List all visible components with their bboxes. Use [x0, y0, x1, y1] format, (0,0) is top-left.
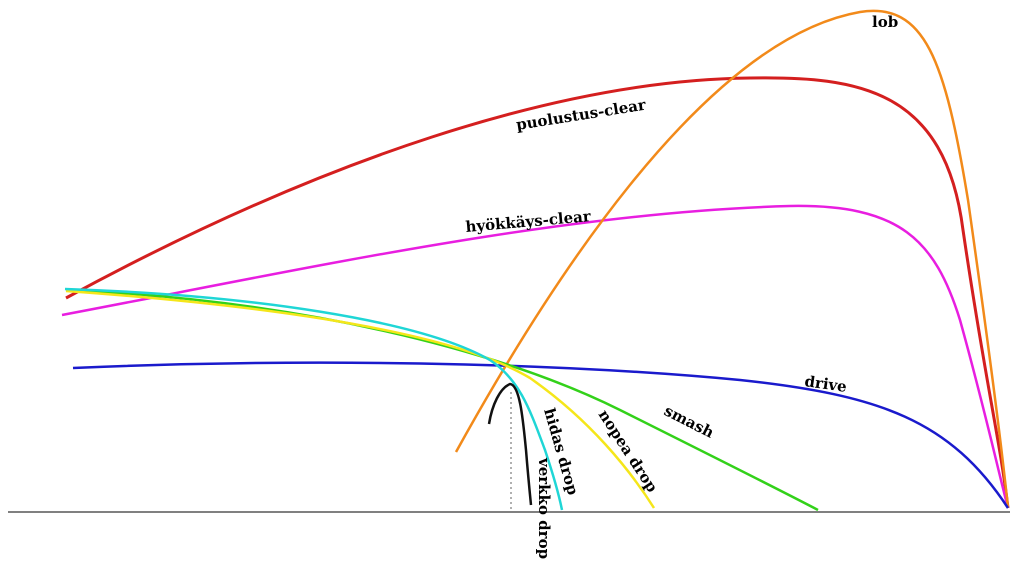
smash-curve [65, 288, 819, 512]
hyokkays-clear-label: hyökkäys-clear [465, 207, 593, 236]
hyokkays-clear-curve [61, 204, 1010, 509]
verkko-drop-curve [487, 382, 533, 506]
verkko-drop-label: verkko drop [535, 457, 553, 559]
puolustus-clear-curve [65, 76, 1010, 509]
drive-label: drive [803, 372, 847, 396]
puolustus-clear-label: puolustus-clear [515, 96, 648, 134]
nopea-drop-label: nopea drop [595, 406, 662, 495]
lob-curve [454, 9, 1010, 509]
drive-curve [72, 361, 1010, 509]
lob-label: lob [872, 13, 898, 31]
hidas-drop-curve [64, 287, 564, 511]
